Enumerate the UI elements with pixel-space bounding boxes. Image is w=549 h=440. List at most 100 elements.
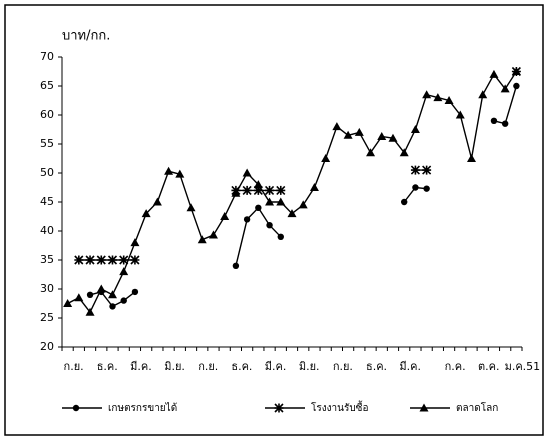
data-point [130,238,140,247]
data-point [152,197,162,206]
y-tick-label: 70 [40,50,54,63]
data-point [500,84,510,93]
data-point [467,154,477,162]
data-point [433,93,443,102]
data-point [197,235,207,244]
x-tick-label: ธ.ค. [97,360,118,373]
x-tick-label: ก.ค. [445,360,466,373]
data-point [231,188,241,197]
data-point [107,255,118,265]
data-point [422,165,432,175]
data-point [455,110,465,119]
y-axis-label: บาท/กก. [62,29,110,44]
data-point [422,90,432,99]
legend-marker [72,404,80,412]
data-point [120,297,127,304]
data-point [175,169,185,178]
data-point [86,291,94,298]
x-tick-label: ก.ย. [64,360,84,373]
x-tick-label: ก.ย. [333,360,353,373]
data-point [96,255,106,265]
data-point [119,267,129,276]
data-point [478,90,488,99]
data-point [354,127,364,136]
legend-marker [274,403,284,413]
data-point [265,197,275,206]
data-point [377,131,387,140]
x-tick-label: มี.ค. [265,360,287,373]
y-tick-label: 45 [40,195,54,208]
data-point [253,185,263,195]
data-point [85,307,95,316]
data-point [141,209,151,218]
data-point [501,120,509,127]
data-point [444,96,454,104]
data-point [388,133,398,142]
data-point [130,255,140,265]
series-line [67,71,517,314]
data-point [309,183,319,191]
legend-label: โรงงานรับซื้อ [311,400,368,414]
data-point [412,184,419,191]
data-point [399,148,409,157]
x-tick-label: มิ.ย. [299,360,320,373]
data-point [253,180,263,189]
data-point [410,125,420,133]
data-point [242,185,252,195]
data-point [186,203,196,212]
data-point [255,204,262,211]
series-line [89,85,518,308]
y-tick-label: 60 [40,108,54,121]
x-tick-label: ธ.ค. [231,360,252,373]
legend-label: ตลาดโลก [456,401,498,414]
data-point [119,255,129,265]
y-tick-label: 30 [40,282,54,295]
data-point [164,166,174,175]
data-point [266,222,273,229]
y-tick-label: 20 [40,340,54,353]
data-point [277,233,284,240]
data-point [74,255,84,265]
data-point [511,67,521,75]
data-point [63,299,73,307]
data-point [208,230,218,239]
data-point [490,117,498,125]
data-point [107,290,117,299]
data-point [332,122,342,131]
data-point [276,197,286,206]
data-point [74,293,84,302]
data-point [366,148,376,157]
data-point [410,165,420,175]
data-point [264,185,275,195]
x-tick-label: ธ.ค. [366,360,387,373]
legend-label: เกษตรกรขายได้ [108,402,177,414]
data-point [287,209,297,218]
data-point [489,69,499,78]
y-tick-label: 40 [40,224,54,237]
x-tick-label: มิ.ย. [164,360,185,373]
data-point [96,284,106,293]
legend-marker [419,403,429,412]
x-tick-label: มี.ค. [399,360,421,373]
y-tick-label: 25 [40,311,54,324]
data-point [513,82,520,90]
data-point [220,212,230,220]
x-tick-label: ม.ค.51 [505,360,541,373]
data-point [242,168,252,177]
data-point [276,185,286,195]
y-tick-label: 55 [40,137,54,150]
y-tick-label: 65 [40,79,54,92]
data-point [85,255,95,265]
x-tick-label: ต.ค. [478,360,500,373]
y-tick-label: 50 [40,166,54,179]
data-point [423,185,430,192]
data-point [109,303,116,310]
y-tick-label: 35 [40,253,54,266]
data-point [232,262,240,269]
data-point [131,288,139,296]
data-point [243,216,251,223]
data-point [343,130,353,139]
x-tick-label: มี.ค. [130,360,152,373]
data-point [400,198,408,206]
